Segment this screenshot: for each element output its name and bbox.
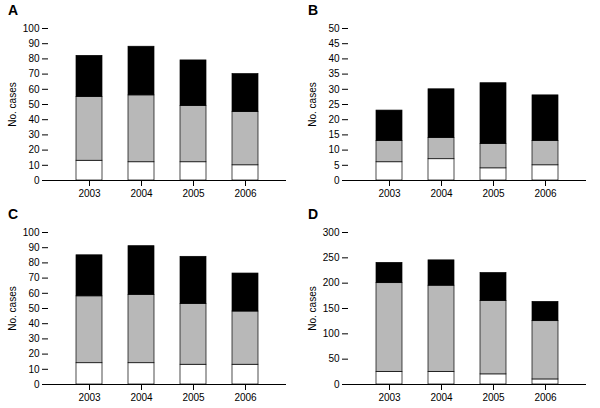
svg-text:5: 5 (334, 160, 340, 171)
svg-text:20: 20 (328, 114, 340, 125)
svg-text:40: 40 (28, 318, 40, 329)
svg-text:250: 250 (323, 252, 340, 263)
svg-text:40: 40 (328, 53, 340, 64)
html-text:A: A (8, 2, 19, 18)
svg-text:70: 70 (28, 68, 40, 79)
svg-text:10: 10 (28, 364, 40, 375)
svg-text:60: 60 (28, 84, 40, 95)
svg-text:10: 10 (28, 160, 40, 171)
svg-text:30: 30 (328, 84, 340, 95)
svg-text:No. cases: No. cases (307, 82, 318, 126)
svg-text:50: 50 (328, 23, 340, 34)
svg-text:50: 50 (28, 99, 40, 110)
svg-text:100: 100 (323, 328, 340, 339)
svg-text:2005: 2005 (182, 392, 205, 403)
svg-text:100: 100 (23, 227, 40, 238)
svg-text:0: 0 (334, 175, 340, 186)
svg-text:No. cases: No. cases (7, 82, 18, 126)
svg-text:25: 25 (328, 99, 340, 110)
svg-text:2006: 2006 (234, 392, 257, 403)
svg-text:No. cases: No. cases (7, 286, 18, 330)
svg-text:20: 20 (28, 348, 40, 359)
svg-text:No. cases: No. cases (307, 286, 318, 330)
svg-text:20: 20 (28, 144, 40, 155)
svg-text:2004: 2004 (130, 188, 153, 199)
svg-text:60: 60 (28, 288, 40, 299)
svg-text:30: 30 (28, 129, 40, 140)
svg-text:90: 90 (28, 242, 40, 253)
svg-text:0: 0 (34, 175, 40, 186)
svg-text:2006: 2006 (534, 392, 557, 403)
svg-text:50: 50 (28, 303, 40, 314)
svg-text:2005: 2005 (482, 188, 505, 199)
svg-text:0: 0 (34, 379, 40, 390)
svg-text:80: 80 (28, 257, 40, 268)
svg-text:90: 90 (28, 38, 40, 49)
svg-text:150: 150 (323, 303, 340, 314)
html-text:B: B (308, 2, 319, 18)
svg-text:50: 50 (328, 353, 340, 364)
svg-text:2003: 2003 (78, 392, 101, 403)
svg-text:2003: 2003 (378, 188, 401, 199)
html-text:C: C (8, 206, 19, 222)
svg-text:2006: 2006 (534, 188, 557, 199)
svg-text:100: 100 (23, 23, 40, 34)
svg-text:2004: 2004 (430, 188, 453, 199)
svg-text:35: 35 (328, 68, 340, 79)
svg-text:200: 200 (323, 277, 340, 288)
svg-text:0: 0 (334, 379, 340, 390)
svg-text:2005: 2005 (482, 392, 505, 403)
svg-text:2004: 2004 (130, 392, 153, 403)
svg-text:2005: 2005 (182, 188, 205, 199)
html-text:D: D (308, 206, 319, 222)
svg-text:45: 45 (328, 38, 340, 49)
svg-text:2003: 2003 (378, 392, 401, 403)
svg-text:70: 70 (28, 272, 40, 283)
svg-text:300: 300 (323, 227, 340, 238)
svg-text:2003: 2003 (78, 188, 101, 199)
svg-text:2006: 2006 (234, 188, 257, 199)
svg-text:40: 40 (28, 114, 40, 125)
svg-text:2004: 2004 (430, 392, 453, 403)
svg-text:80: 80 (28, 53, 40, 64)
svg-text:15: 15 (328, 129, 340, 140)
svg-text:10: 10 (328, 144, 340, 155)
svg-text:30: 30 (28, 333, 40, 344)
